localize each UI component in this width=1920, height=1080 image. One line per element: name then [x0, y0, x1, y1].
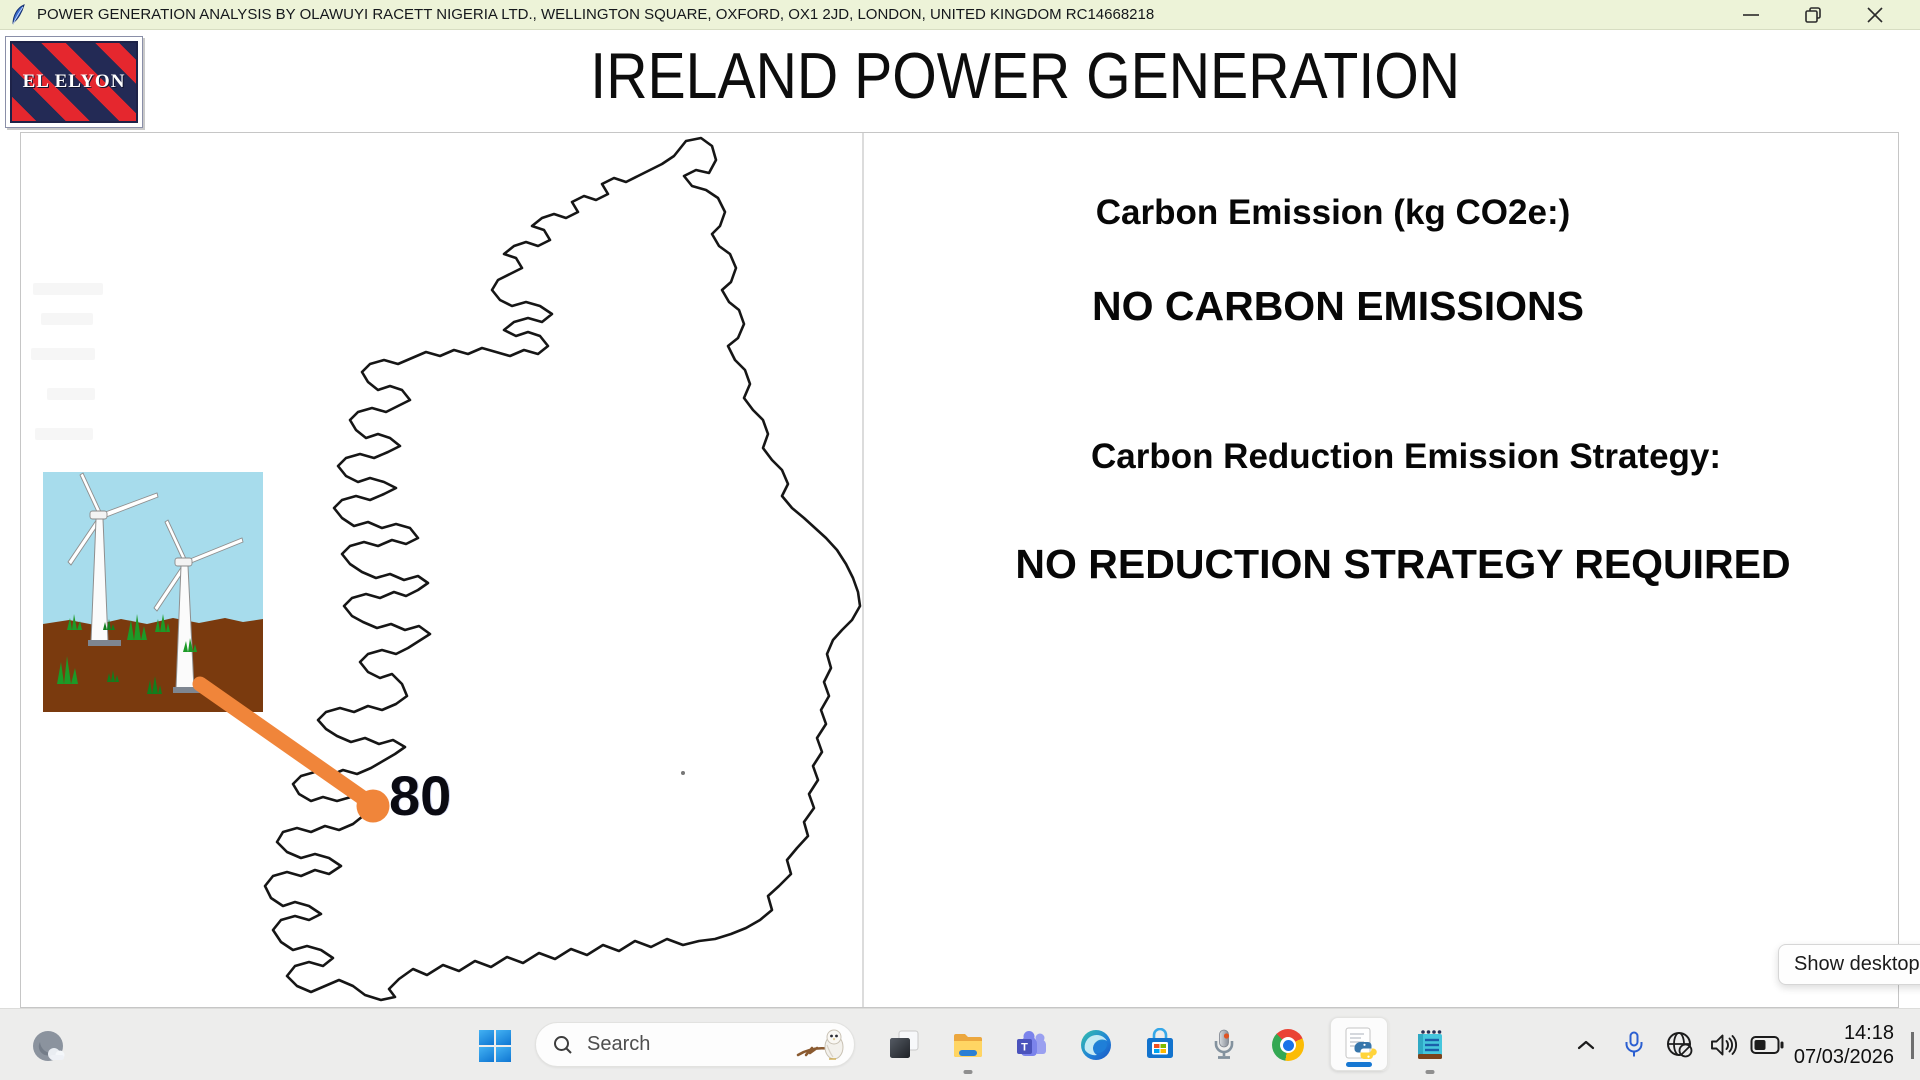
map-marker-dot — [356, 789, 390, 823]
minimize-button[interactable] — [1720, 0, 1782, 30]
weather-widget-icon[interactable] — [30, 1028, 68, 1066]
strategy-heading: Carbon Reduction Emission Strategy: — [1090, 437, 1722, 476]
company-logo: EL ELYON — [5, 36, 143, 128]
wind-turbine-image — [43, 472, 263, 712]
notepad-button[interactable] — [1408, 1013, 1452, 1077]
volume-icon[interactable] — [1710, 1033, 1738, 1057]
running-indicator — [1425, 1070, 1435, 1074]
task-view-button[interactable] — [882, 1013, 926, 1077]
map-speck — [681, 771, 685, 775]
chrome-icon — [1272, 1029, 1304, 1061]
ghost-mark — [33, 283, 103, 295]
running-indicator — [963, 1070, 973, 1074]
globe-no-internet-icon[interactable] — [1666, 1031, 1694, 1059]
strategy-value: NO REDUCTION STRATEGY REQUIRED — [1015, 541, 1791, 587]
edge-button[interactable] — [1074, 1013, 1118, 1077]
emission-heading: Carbon Emission (kg CO2e:) — [1095, 193, 1571, 232]
sound-recorder-button[interactable] — [1202, 1013, 1246, 1077]
tk-feather-icon — [12, 3, 25, 24]
teams-button[interactable]: T — [1010, 1013, 1054, 1077]
panel-divider — [862, 133, 864, 1007]
marker-connector — [192, 676, 390, 823]
tray-time: 14:18 — [1843, 1022, 1894, 1044]
show-desktop-edge[interactable] — [1911, 1032, 1914, 1059]
page-title: IRELAND POWER GENERATION — [590, 39, 1460, 112]
tray-clock[interactable]: 14:18 07/03/2026 — [1794, 1021, 1894, 1069]
window-title: POWER GENERATION ANALYSIS BY OLAWUYI RAC… — [37, 6, 1155, 23]
ireland-map — [263, 136, 862, 1002]
app-content: 80 Carbon Emission (kg CO2e:) NO CARBON … — [20, 132, 1899, 1008]
search-icon — [554, 1035, 572, 1054]
show-desktop-tooltip: Show desktop — [1778, 944, 1920, 985]
search-placeholder: Search — [587, 1033, 651, 1055]
chrome-button[interactable] — [1266, 1013, 1310, 1077]
ghost-mark — [47, 388, 95, 400]
emission-value: NO CARBON EMISSIONS — [1091, 283, 1585, 329]
window-titlebar[interactable]: POWER GENERATION ANALYSIS BY OLAWUYI RAC… — [0, 0, 1920, 30]
python-app-button[interactable] — [1330, 1013, 1388, 1077]
tray-date: 07/03/2026 — [1793, 1046, 1894, 1068]
owl-image — [796, 1029, 844, 1060]
microphone-icon[interactable] — [1624, 1031, 1644, 1059]
ghost-mark — [41, 313, 93, 325]
map-marker-value: 80 — [389, 764, 452, 827]
restore-button[interactable] — [1782, 0, 1844, 30]
taskbar: Search — [0, 1008, 1920, 1080]
ghost-mark — [35, 428, 93, 440]
info-panel: Carbon Emission (kg CO2e:) NO CARBON EMI… — [863, 133, 1899, 1007]
start-button[interactable] — [479, 1030, 511, 1062]
file-explorer-button[interactable] — [946, 1013, 990, 1077]
map-panel: 80 — [21, 133, 862, 1007]
active-indicator — [1346, 1062, 1372, 1067]
microsoft-store-button[interactable] — [1138, 1013, 1182, 1077]
ghost-mark — [31, 348, 95, 360]
taskbar-icons: T — [872, 1009, 1462, 1080]
close-button[interactable] — [1844, 0, 1906, 30]
svg-text:T: T — [1021, 1042, 1028, 1054]
battery-icon[interactable] — [1750, 1033, 1785, 1058]
logo-text: EL ELYON — [22, 71, 126, 92]
chevron-up-icon[interactable] — [1577, 1039, 1595, 1051]
search-input[interactable]: Search — [535, 1022, 855, 1067]
logo-stripes: EL ELYON — [10, 41, 138, 123]
